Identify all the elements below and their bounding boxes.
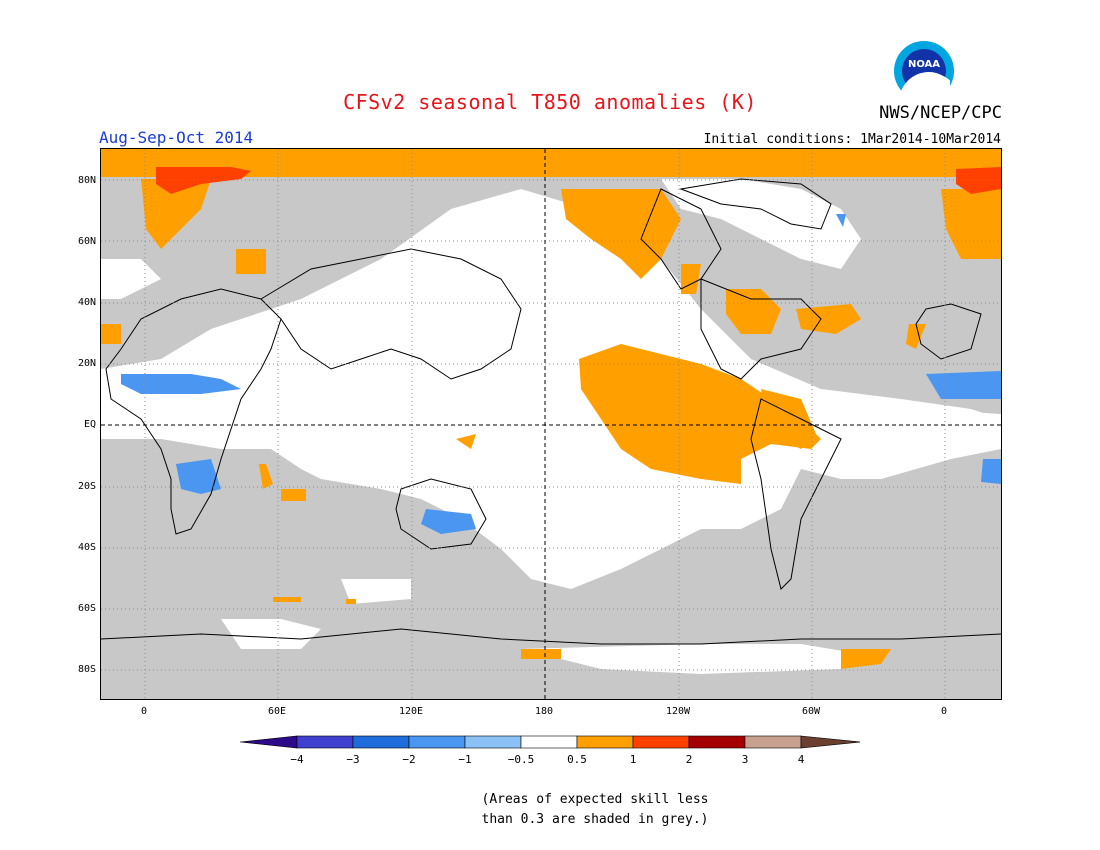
colorbar-cell (632, 735, 690, 749)
lon-label-60e: 60E (267, 706, 287, 717)
lon-label-0-east: 0 (940, 706, 948, 717)
colorbar-label: 3 (741, 753, 749, 766)
anomaly-map (100, 148, 1002, 700)
lat-label-40n: 40N (77, 297, 96, 308)
lat-label-60s: 60S (77, 603, 96, 614)
colorbar (240, 735, 860, 749)
lon-label-180: 180 (534, 706, 554, 717)
lat-label-20s: 20S (77, 481, 96, 492)
colorbar-cap-high (800, 735, 860, 749)
colorbar-cell (744, 735, 802, 749)
colorbar-cell (352, 735, 410, 749)
season-label: Aug-Sep-Oct 2014 (99, 128, 254, 147)
colorbar-label: −0.5 (507, 753, 535, 766)
lon-label-120w: 120W (665, 706, 691, 717)
lon-label-60w: 60W (801, 706, 821, 717)
warm-anomaly-regions (101, 149, 1001, 669)
skill-note-line1: (Areas of expected skill less (481, 792, 709, 807)
initial-conditions-label: Initial conditions: 1Mar2014-10Mar2014 (703, 132, 1001, 147)
colorbar-cell (296, 735, 354, 749)
lat-label-80s: 80S (77, 664, 96, 675)
lat-label-eq: EQ (83, 419, 96, 430)
colorbar-cells (240, 735, 860, 749)
colorbar-label: −2 (402, 753, 416, 766)
white-regions (101, 179, 1001, 674)
lon-label-120e: 120E (398, 706, 424, 717)
lat-label-40s: 40S (77, 542, 96, 553)
chart-title: CFSv2 seasonal T850 anomalies (K) (343, 90, 757, 114)
equator-and-dateline (101, 149, 1001, 699)
lon-label-0-west: 0 (140, 706, 148, 717)
colorbar-cell (688, 735, 746, 749)
colorbar-cap-low (240, 735, 298, 749)
colorbar-label: 4 (797, 753, 805, 766)
strong-warm-regions (156, 167, 1001, 194)
colorbar-cell (520, 735, 578, 749)
colorbar-label: −4 (290, 753, 304, 766)
agency-label: NWS/NCEP/CPC (879, 103, 1002, 123)
colorbar-label: 2 (685, 753, 693, 766)
noaa-logo: NOAA (894, 41, 954, 102)
colorbar-label: 1 (629, 753, 637, 766)
lat-label-80n: 80N (77, 175, 96, 186)
lat-label-60n: 60N (77, 236, 96, 247)
colorbar-label: −3 (346, 753, 360, 766)
lat-label-20n: 20N (77, 358, 96, 369)
colorbar-cell (408, 735, 466, 749)
colorbar-label: 0.5 (567, 753, 587, 766)
map-canvas (101, 149, 1001, 699)
skill-note-line2: than 0.3 are shaded in grey.) (481, 812, 709, 827)
colorbar-cell (576, 735, 634, 749)
colorbar-label: −1 (458, 753, 472, 766)
noaa-logo-text: NOAA (908, 59, 940, 70)
colorbar-cell (464, 735, 522, 749)
